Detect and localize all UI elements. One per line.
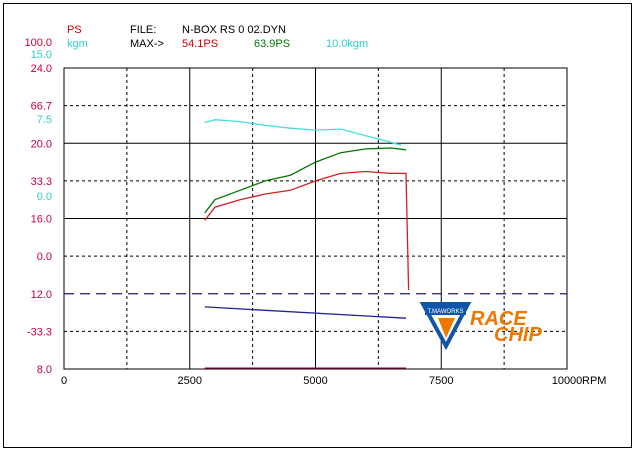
y-tick-label: 33.3 <box>31 176 52 188</box>
x-tick-label: 10000 <box>552 375 583 387</box>
ps-top-value: 100.0 <box>24 37 52 49</box>
kgm-unit-label: kgm <box>67 38 88 50</box>
x-tick-label: 0 <box>61 375 67 387</box>
max-kgm: 10.0kgm <box>326 38 368 50</box>
logo-badge-text: T.MAWORKS <box>427 309 463 315</box>
ps-unit-label: PS <box>67 24 82 36</box>
y-tick-label: 0.0 <box>37 251 52 263</box>
racechip-logo: T.MAWORKS RACE CHIP <box>419 302 542 351</box>
y-tick-label: 7.5 <box>37 114 52 126</box>
x-tick-label: 7500 <box>429 375 453 387</box>
left-axis-labels: 24.0 66.77.5 20.0 33.3 0.0 16.0 0.0 12.0 -33.3 8.… <box>27 63 52 376</box>
y-tick-label: -33.3 <box>27 326 52 338</box>
series-line-0 <box>204 119 402 146</box>
chart-frame <box>3 3 632 448</box>
series-lines <box>204 119 410 369</box>
x-tick-label: 5000 <box>303 375 327 387</box>
logo-brand-line1: RACE <box>470 308 527 330</box>
x-axis-unit: RPM <box>582 375 606 387</box>
x-tick-label: 2500 <box>178 375 202 387</box>
x-axis-labels: 0 2500 5000 7500 10000 <box>61 375 582 387</box>
max-label: MAX-> <box>130 38 164 50</box>
logo-badge-band <box>425 306 466 315</box>
y-tick-label: 16.0 <box>31 214 52 226</box>
file-label: FILE: <box>130 24 156 36</box>
max-ps-green: 63.9PS <box>254 38 290 50</box>
y-tick-label: 20.0 <box>31 138 52 150</box>
series-line-1 <box>204 147 407 214</box>
logo-badge-inner <box>438 318 455 338</box>
y-tick-label: 66.7 <box>31 101 52 113</box>
kgm-top-value: 15.0 <box>31 49 52 61</box>
series-line-2 <box>204 170 410 291</box>
y-tick-label: 24.0 <box>31 63 52 75</box>
y-tick-label: 0.0 <box>37 191 52 203</box>
y-tick-label: 8.0 <box>37 364 52 376</box>
series-line-3 <box>204 306 407 319</box>
max-ps-red: 54.1PS <box>182 38 218 50</box>
logo-brand-line2: CHIP <box>494 324 542 346</box>
y-tick-label: 12.0 <box>31 289 52 301</box>
file-name: N-BOX RS 0 02.DYN <box>182 24 286 36</box>
